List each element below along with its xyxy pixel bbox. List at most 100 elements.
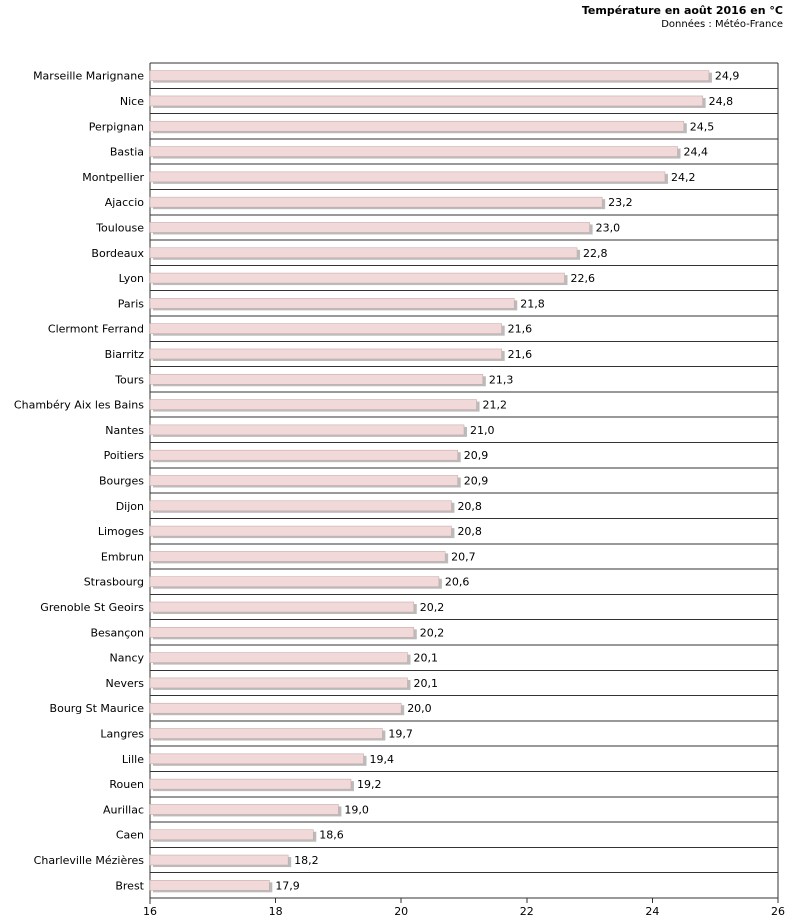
x-tick-label: 18 xyxy=(269,905,283,918)
data-label: 17,9 xyxy=(275,879,300,892)
labels-layer: Marseille Marignane 24,9 Nice 24,8 Perpignan… xyxy=(14,70,739,893)
data-label: 20,0 xyxy=(407,702,432,715)
bar xyxy=(149,500,452,512)
data-label: 20,1 xyxy=(413,677,438,690)
bar xyxy=(149,323,502,334)
data-label: 21,6 xyxy=(508,323,533,336)
data-label: 21,6 xyxy=(508,348,533,361)
data-label: 20,1 xyxy=(413,652,438,665)
bar xyxy=(149,373,484,385)
data-label: 24,9 xyxy=(715,70,740,83)
category-label: Toulouse xyxy=(95,221,144,234)
category-label: Brest xyxy=(115,879,144,892)
bar xyxy=(149,95,703,107)
data-label: 24,2 xyxy=(671,171,696,184)
bar xyxy=(149,702,402,714)
category-label: Bourges xyxy=(99,475,144,488)
x-tick-label: 24 xyxy=(645,905,659,918)
data-label: 19,7 xyxy=(388,728,413,741)
bar xyxy=(149,753,364,765)
bar xyxy=(149,829,314,841)
bar xyxy=(149,272,565,284)
x-tick-label: 20 xyxy=(394,905,408,918)
data-label: 21,0 xyxy=(470,424,495,437)
x-tick-label: 22 xyxy=(520,905,534,918)
category-label: Biarritz xyxy=(105,348,145,361)
data-label: 20,9 xyxy=(464,475,489,488)
data-label: 20,8 xyxy=(457,500,482,513)
bar xyxy=(149,576,440,588)
data-label: 24,5 xyxy=(690,120,715,133)
category-label: Bastia xyxy=(110,146,144,159)
bar xyxy=(149,348,502,360)
category-label: Chambéry Aix les Bains xyxy=(14,399,144,412)
data-label: 21,3 xyxy=(489,373,513,386)
category-label: Nantes xyxy=(105,424,144,437)
x-tick-label: 26 xyxy=(771,905,785,918)
x-axis-ticks: 16 18 20 22 24 26 xyxy=(143,898,785,918)
bar xyxy=(149,551,446,562)
data-label: 23,2 xyxy=(608,196,633,209)
category-label: Limoges xyxy=(98,525,144,538)
category-label: Langres xyxy=(100,728,144,741)
category-label: Ajaccio xyxy=(105,196,144,209)
bars-layer xyxy=(149,70,712,893)
bar xyxy=(149,778,352,790)
bar xyxy=(149,298,515,309)
data-label: 21,8 xyxy=(520,297,545,310)
data-label: 22,6 xyxy=(570,272,595,285)
bar xyxy=(149,399,477,410)
bar xyxy=(149,525,452,537)
grid-layer xyxy=(149,62,779,904)
bar xyxy=(149,475,459,486)
bar xyxy=(149,728,383,739)
chart-subtitle: Données : Météo-France xyxy=(661,19,783,30)
category-label: Paris xyxy=(118,297,144,310)
category-label: Aurillac xyxy=(103,803,144,816)
category-label: Charleville Mézières xyxy=(34,854,145,867)
data-label: 24,4 xyxy=(684,146,709,159)
bar xyxy=(149,652,408,663)
bar xyxy=(149,70,710,81)
bar xyxy=(149,247,578,259)
bar xyxy=(149,120,685,132)
data-label: 18,6 xyxy=(319,829,344,842)
bar xyxy=(149,171,666,183)
data-label: 20,7 xyxy=(451,550,476,563)
data-label: 18,2 xyxy=(294,854,319,867)
bar xyxy=(149,146,678,157)
bar xyxy=(149,854,289,866)
category-label: Nice xyxy=(120,95,144,108)
data-label: 20,2 xyxy=(420,601,445,614)
bar xyxy=(149,627,415,638)
bar xyxy=(149,449,459,461)
data-label: 20,6 xyxy=(445,576,470,589)
category-label: Grenoble St Geoirs xyxy=(40,601,144,614)
category-label: Strasbourg xyxy=(84,576,144,589)
chart-title: Température en août 2016 en °C xyxy=(581,4,783,17)
bar xyxy=(149,677,408,689)
category-label: Besançon xyxy=(90,626,144,639)
bar xyxy=(149,196,603,208)
category-label: Montpellier xyxy=(82,171,144,184)
data-label: 20,9 xyxy=(464,449,489,462)
bar xyxy=(149,804,339,815)
bar xyxy=(149,222,590,233)
category-label: Poitiers xyxy=(104,449,145,462)
category-label: Embrun xyxy=(101,550,144,563)
data-label: 19,0 xyxy=(344,803,369,816)
data-label: 21,2 xyxy=(483,399,508,412)
category-label: Lyon xyxy=(119,272,144,285)
category-label: Perpignan xyxy=(89,120,144,133)
bar xyxy=(149,880,270,891)
data-label: 23,0 xyxy=(596,221,621,234)
x-tick-label: 16 xyxy=(143,905,157,918)
data-label: 19,4 xyxy=(370,753,395,766)
category-label: Bourg St Maurice xyxy=(50,702,145,715)
bar xyxy=(149,601,415,613)
category-label: Bordeaux xyxy=(91,247,144,260)
category-label: Tours xyxy=(114,373,144,386)
data-label: 19,2 xyxy=(357,778,382,791)
data-label: 20,2 xyxy=(420,626,445,639)
